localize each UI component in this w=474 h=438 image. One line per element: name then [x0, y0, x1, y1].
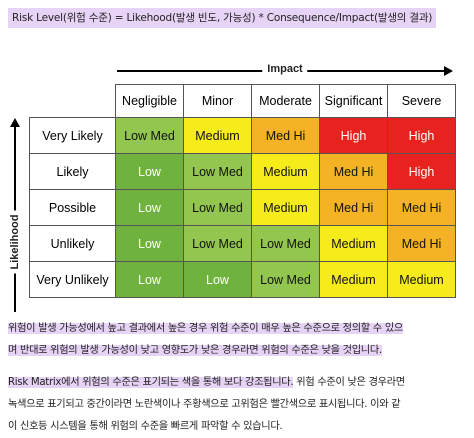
- paragraph-risk-definition: 위험이 발생 가능성에서 높고 결과에서 높은 경우 위험 수준이 매우 높은 …: [8, 318, 468, 362]
- matrix-cell: Med Hi: [319, 153, 388, 190]
- paragraph-line: 녹색으로 표기되고 중간이라면 노란색이나 주황색으로 고위험은 빨간색으로 표…: [8, 399, 401, 410]
- risk-matrix: Negligible Minor Moderate Significant Se…: [29, 84, 456, 298]
- impact-axis-arrow-icon: [444, 66, 453, 76]
- matrix-row: Very Unlikely Low Low Low Med Medium Med…: [29, 261, 456, 298]
- paragraph-line: 이 신호등 시스템을 통해 위험의 수준을 빠르게 파악할 수 있습니다.: [8, 421, 283, 432]
- paragraph-line: 위험이 발생 가능성에서 높고 결과에서 높은 경우 위험 수준이 매우 높은 …: [8, 323, 403, 334]
- matrix-cell: Medium: [251, 153, 320, 190]
- matrix-cell: Low: [183, 261, 252, 298]
- matrix-cell: Low Med: [183, 153, 252, 190]
- matrix-cell: Low: [115, 153, 184, 190]
- row-header: Very Unlikely: [29, 261, 116, 298]
- matrix-cell: Medium: [183, 117, 252, 154]
- matrix-cell: Low: [115, 261, 184, 298]
- matrix-header-row: Negligible Minor Moderate Significant Se…: [29, 84, 456, 118]
- row-header: Unlikely: [29, 225, 116, 262]
- column-header: Moderate: [251, 84, 320, 118]
- matrix-cell: Med Hi: [319, 189, 388, 226]
- column-header: Significant: [319, 84, 388, 118]
- matrix-cell: Medium: [319, 261, 388, 298]
- row-header: Possible: [29, 189, 116, 226]
- matrix-cell: Low Med: [115, 117, 184, 154]
- paragraph-line: 며 반대로 위험의 발생 가능성이 낮고 영향도가 낮은 경우라면 위험의 수준…: [8, 345, 382, 356]
- column-header: Negligible: [115, 84, 184, 118]
- matrix-corner: [29, 84, 116, 118]
- paragraph-color-coding: Risk Matrix에서 위험의 수준은 표기되는 색을 통해 보다 강조됩니…: [8, 372, 468, 438]
- row-header: Very Likely: [29, 117, 116, 154]
- matrix-cell: Med Hi: [387, 225, 456, 262]
- likelihood-axis-arrow-icon: [10, 118, 20, 127]
- matrix-row: Possible Low Low Med Medium Med Hi Med H…: [29, 189, 456, 226]
- matrix-cell: Low Med: [251, 261, 320, 298]
- impact-axis-label: Impact: [262, 63, 308, 75]
- column-header: Minor: [183, 84, 252, 118]
- matrix-cell: Medium: [387, 261, 456, 298]
- matrix-cell: Med Hi: [387, 189, 456, 226]
- matrix-cell: Low: [115, 225, 184, 262]
- matrix-cell: High: [387, 153, 456, 190]
- paragraph-text: 위험 수준이 낮은 경우라면: [293, 377, 405, 388]
- matrix-cell: Medium: [251, 189, 320, 226]
- matrix-cell: Low Med: [183, 189, 252, 226]
- matrix-cell: Medium: [319, 225, 388, 262]
- risk-formula: Risk Level(위험 수준) = Likehood(발생 빈도, 가능성)…: [8, 8, 437, 28]
- impact-axis: Impact: [117, 60, 453, 78]
- row-header: Likely: [29, 153, 116, 190]
- paragraph-highlight: Risk Matrix에서 위험의 수준은 표기되는 색을 통해 보다 강조됩니…: [8, 377, 294, 388]
- matrix-cell: Low Med: [251, 225, 320, 262]
- matrix-cell: Low: [115, 189, 184, 226]
- matrix-row: Unlikely Low Low Med Low Med Medium Med …: [29, 225, 456, 262]
- matrix-cell: High: [319, 117, 388, 154]
- matrix-cell: Low Med: [183, 225, 252, 262]
- matrix-cell: Med Hi: [251, 117, 320, 154]
- likelihood-axis: Likelihood: [6, 118, 24, 312]
- matrix-row: Likely Low Low Med Medium Med Hi High: [29, 153, 456, 190]
- column-header: Severe: [387, 84, 456, 118]
- likelihood-axis-label: Likelihood: [9, 210, 21, 274]
- matrix-cell: High: [387, 117, 456, 154]
- matrix-row: Very Likely Low Med Medium Med Hi High H…: [29, 117, 456, 154]
